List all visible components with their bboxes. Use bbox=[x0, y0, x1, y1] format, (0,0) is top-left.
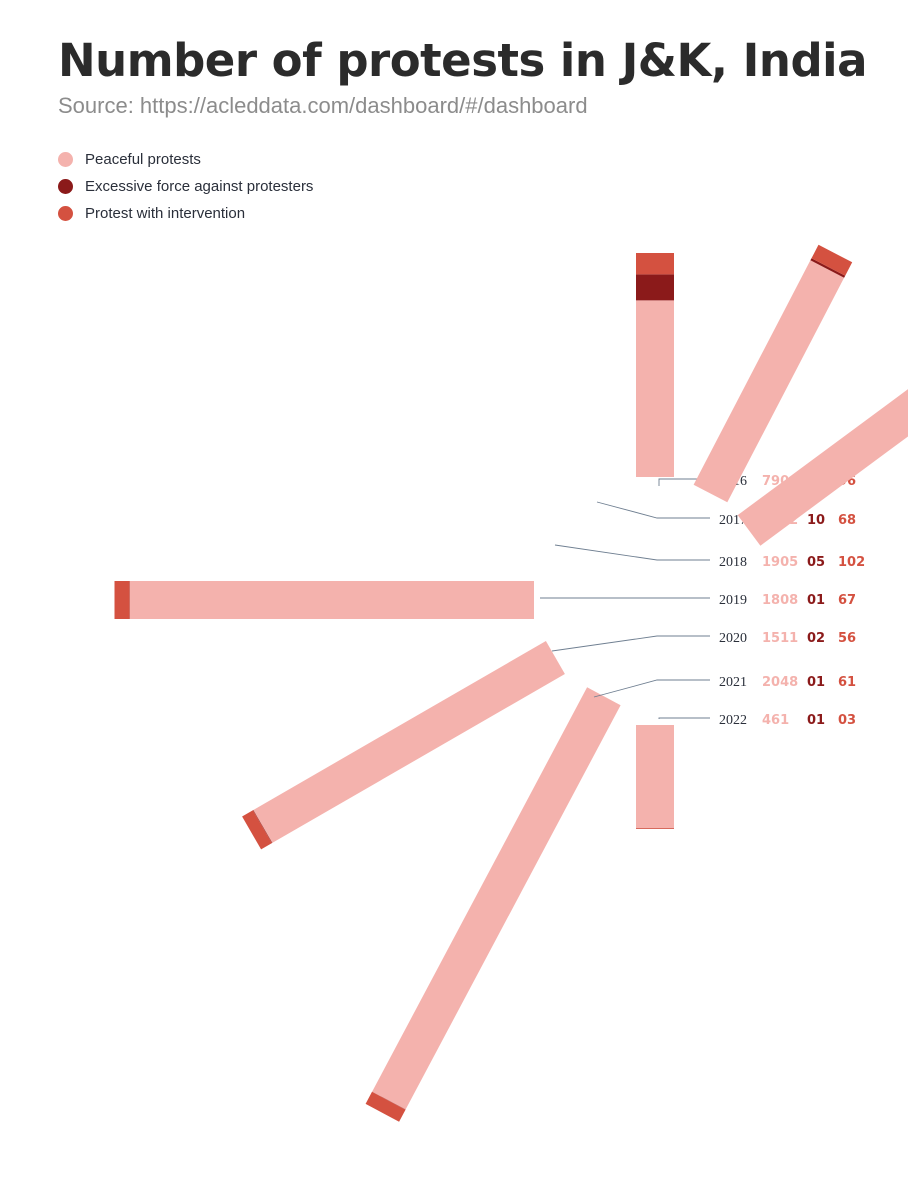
legend-label-excessive-force: Excessive force against protesters bbox=[85, 178, 314, 195]
bar-2019-series-2 bbox=[114, 581, 130, 619]
leader-line-2022 bbox=[658, 717, 710, 719]
bar-2017-series-1 bbox=[810, 258, 846, 278]
leader-line-2017 bbox=[596, 501, 710, 519]
chart-subtitle: Source: https://acleddata.com/dashboard/… bbox=[58, 93, 588, 118]
value-label-2020-series-2: 56 bbox=[838, 631, 856, 646]
bar-2019-series-0 bbox=[129, 581, 534, 619]
bar-group-2017 bbox=[693, 244, 853, 503]
bar-2016-series-2 bbox=[636, 253, 674, 275]
bar-2018-series-0 bbox=[737, 389, 908, 546]
bar-2022-series-0 bbox=[636, 725, 674, 829]
value-label-2017-series-2: 68 bbox=[838, 513, 856, 528]
bar-2022-series-2 bbox=[636, 828, 674, 829]
bar-2020-series-0 bbox=[253, 641, 565, 843]
legend-label-peaceful: Peaceful protests bbox=[85, 151, 201, 168]
value-label-2019-series-2: 67 bbox=[838, 593, 856, 608]
value-label-2021-series-2: 61 bbox=[838, 675, 856, 690]
value-label-2019-series-0: 1808 bbox=[762, 593, 798, 608]
legend-label-intervention: Protest with intervention bbox=[85, 205, 246, 222]
value-label-2018-series-1: 05 bbox=[807, 555, 825, 570]
value-label-2021-series-1: 01 bbox=[807, 675, 825, 690]
value-label-2018-series-2: 102 bbox=[838, 555, 865, 570]
leader-line-2020 bbox=[551, 635, 710, 652]
value-label-2020-series-0: 1511 bbox=[762, 631, 798, 646]
leader-line-2016 bbox=[658, 478, 710, 486]
legend-swatch-excessive-force bbox=[58, 179, 73, 194]
bar-2021-series-0 bbox=[372, 687, 621, 1110]
year-label-2022: 2022 bbox=[719, 713, 747, 728]
bar-2021-series-1 bbox=[372, 1091, 406, 1110]
bar-2020-series-2 bbox=[242, 810, 272, 850]
legend-item-peaceful: Peaceful protests bbox=[58, 146, 313, 173]
legend-item-intervention: Protest with intervention bbox=[58, 200, 313, 227]
value-label-2019-series-1: 01 bbox=[807, 593, 825, 608]
year-label-2019: 2019 bbox=[719, 593, 747, 608]
year-label-2018: 2018 bbox=[719, 555, 747, 570]
bar-2016-series-1 bbox=[636, 274, 674, 301]
year-label-2020: 2020 bbox=[719, 631, 747, 646]
value-label-2018-series-0: 1905 bbox=[762, 555, 798, 570]
value-label-2017-series-1: 10 bbox=[807, 513, 825, 528]
legend-swatch-intervention bbox=[58, 206, 73, 221]
value-label-2021-series-0: 2048 bbox=[762, 675, 798, 690]
value-label-2022-series-2: 03 bbox=[838, 713, 856, 728]
legend-item-excessive-force: Excessive force against protesters bbox=[58, 173, 313, 200]
bar-group-2016 bbox=[636, 253, 674, 477]
bar-2017-series-2 bbox=[811, 244, 853, 276]
bar-group-2022 bbox=[636, 725, 674, 829]
bar-2020-series-1 bbox=[252, 810, 273, 844]
bar-group-2021 bbox=[365, 687, 621, 1122]
value-label-2022-series-1: 01 bbox=[807, 713, 825, 728]
value-label-2022-series-0: 461 bbox=[762, 713, 789, 728]
bar-group-2020 bbox=[242, 641, 565, 850]
year-label-2021: 2021 bbox=[719, 675, 747, 690]
legend-swatch-peaceful bbox=[58, 152, 73, 167]
chart-title: Number of protests in J&K, India bbox=[58, 34, 867, 87]
bar-2017-series-0 bbox=[693, 260, 845, 503]
bar-2016-series-0 bbox=[636, 300, 674, 477]
legend: Peaceful protests Excessive force agains… bbox=[58, 146, 313, 227]
bar-2021-series-2 bbox=[365, 1091, 406, 1122]
leader-line-2021 bbox=[593, 679, 710, 698]
value-label-2020-series-1: 02 bbox=[807, 631, 825, 646]
bar-group-2019 bbox=[114, 581, 534, 619]
leader-line-2018 bbox=[554, 544, 710, 561]
bar-group-2018 bbox=[737, 389, 908, 546]
